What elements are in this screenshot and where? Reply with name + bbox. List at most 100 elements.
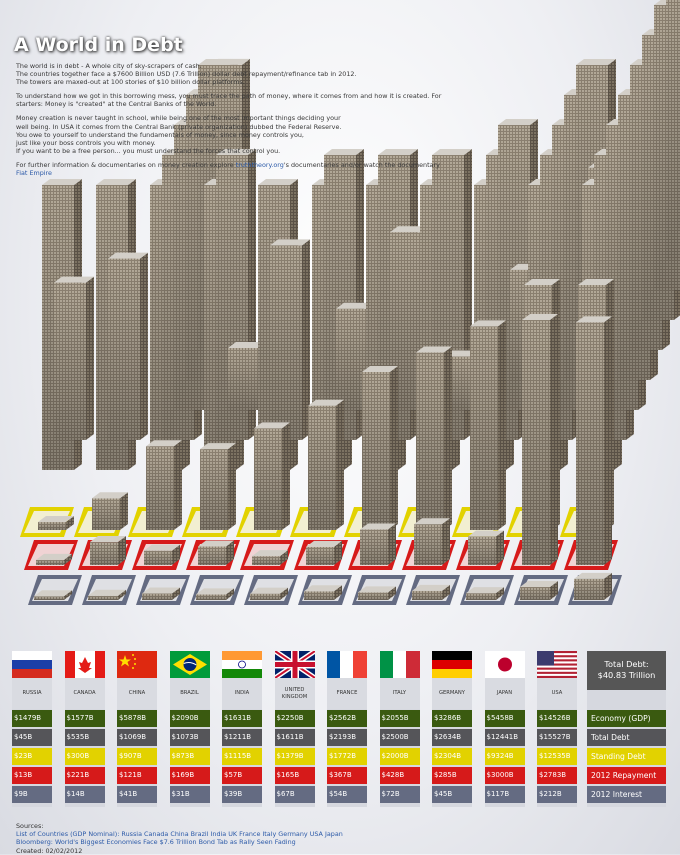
value-cell: $39B xyxy=(222,786,262,803)
sources-heading: Sources: xyxy=(16,822,44,830)
country-column: BRAZIL $2090B $1073B $873B $169B $31B xyxy=(169,651,210,807)
value-cell: $2500B xyxy=(379,729,420,746)
value-cell: $23B xyxy=(12,748,52,765)
debt-towers-scene xyxy=(20,0,680,605)
value-cell: $367B xyxy=(327,767,367,784)
country-column: UNITED KINGDOM $2250B $1611B $1379B $165B $67… xyxy=(274,651,315,807)
repayment-tower xyxy=(576,316,612,565)
legend-label: 2012 Repayment xyxy=(587,767,666,784)
value-cell: $300B xyxy=(64,748,105,765)
value-cell: $2193B xyxy=(327,729,367,746)
repayment-tower xyxy=(198,540,234,565)
interest-tower xyxy=(142,587,180,600)
value-cell: $907B xyxy=(117,748,157,765)
total-debt-value: $40.83 Trillion xyxy=(597,670,656,680)
value-cell: $221B xyxy=(64,767,105,784)
sources-link-bloomberg[interactable]: Bloomberg: World's Biggest Economies Fac… xyxy=(16,838,296,847)
value-cell: $2090B xyxy=(169,710,210,727)
value-cell: $1379B xyxy=(274,748,315,765)
fiat-empire-link[interactable]: Fiat Empire xyxy=(16,169,52,178)
sources-created: Created: 02/02/2012 xyxy=(16,846,83,855)
country-name: INDIA xyxy=(222,678,262,709)
intro-line: The world is in debt - A whole city of s… xyxy=(16,62,202,70)
legend-label: Economy (GDP) xyxy=(587,710,666,727)
value-cell: $1069B xyxy=(117,729,157,746)
value-cell: $1577B xyxy=(64,710,105,727)
sources-link-countries[interactable]: List of Countries (GDP Nominal): Russia … xyxy=(16,830,343,839)
value-cell: $285B xyxy=(432,767,472,784)
country-column: RUSSIA $1479B $45B $23B $13B $9B xyxy=(12,651,52,807)
value-cell: $1211B xyxy=(222,729,262,746)
total-debt-summary: Total Debt: $40.83 Trillion xyxy=(587,651,666,690)
intro-line: well being. In USA it comes from the Cen… xyxy=(16,122,342,131)
value-cell: $121B xyxy=(117,767,157,784)
interest-tower xyxy=(34,590,72,600)
repayment-tower xyxy=(144,544,180,565)
value-cell: $873B xyxy=(169,748,210,765)
standing-debt-tower xyxy=(200,443,236,530)
japan-flag-icon xyxy=(484,651,525,678)
value-cell: $14526B xyxy=(537,710,577,727)
standing-debt-tower xyxy=(362,366,398,530)
value-cell: $428B xyxy=(379,767,420,784)
intro-text-fragment: 's documentaries and/or watch the docume… xyxy=(283,160,440,169)
interest-tower xyxy=(574,572,612,600)
repayment-tower xyxy=(414,518,450,565)
value-cell: $12441B xyxy=(484,729,525,746)
value-cell: $45B xyxy=(432,786,472,803)
country-name: CHINA xyxy=(117,678,157,709)
value-cell: $3000B xyxy=(484,767,525,784)
repayment-tower xyxy=(36,553,72,565)
value-cell: $2000B xyxy=(379,748,420,765)
value-cell: $117B xyxy=(484,786,525,803)
gdp-tower xyxy=(228,341,268,410)
country-column: INDIA $1631B $1211B $1115B $57B $39B xyxy=(222,651,262,807)
interest-tower xyxy=(358,586,396,600)
country-column: JAPAN $5458B $12441B $9324B $3000B $117B xyxy=(484,651,525,807)
repayment-tower xyxy=(306,540,342,565)
country-column: ITALY $2055B $2500B $2000B $428B $72B xyxy=(379,651,420,807)
towers-group xyxy=(34,0,680,600)
country-column: GERMANY $3286B $2634B $2304B $285B $45B xyxy=(432,651,472,807)
intro-line: Money creation is never taught in school… xyxy=(16,114,341,123)
country-name: GERMANY xyxy=(432,678,472,709)
interest-tower xyxy=(196,588,234,600)
intro-line: You owe to yourself to understand the fu… xyxy=(16,130,304,139)
canada-flag-icon xyxy=(64,651,105,678)
intro-line: The countries together face a $7600 Bill… xyxy=(16,70,357,79)
standing-debt-tower xyxy=(38,516,74,530)
value-cell: $165B xyxy=(274,767,315,784)
usa-flag-icon xyxy=(537,651,577,678)
standing-debt-tower xyxy=(308,399,344,530)
interest-tower xyxy=(520,580,558,600)
value-cell: $13B xyxy=(12,767,52,784)
italy-flag-icon xyxy=(379,651,420,678)
legend-label: Total Debt xyxy=(587,729,666,746)
standing-debt-tower xyxy=(92,492,128,530)
value-cell: $1479B xyxy=(12,710,52,727)
value-cell: $15527B xyxy=(537,729,577,746)
value-cell: $72B xyxy=(379,786,420,803)
page-title: A World in Debt xyxy=(14,34,183,56)
india-flag-icon xyxy=(222,651,262,678)
value-cell: $41B xyxy=(117,786,157,803)
value-cell: $2250B xyxy=(274,710,315,727)
sources: Sources: List of Countries (GDP Nominal)… xyxy=(16,822,343,855)
interest-tower xyxy=(304,585,342,600)
intro-text: The world is in debt - A whole city of s… xyxy=(16,62,446,183)
country-name: CANADA xyxy=(64,678,105,709)
truththeory-link[interactable]: truththeory.org xyxy=(235,160,284,169)
value-cell: $9B xyxy=(12,786,52,803)
value-cell: $31B xyxy=(169,786,210,803)
country-name: JAPAN xyxy=(484,678,525,709)
germany-flag-icon xyxy=(432,651,472,678)
value-cell: $9324B xyxy=(484,748,525,765)
value-cell: $535B xyxy=(64,729,105,746)
value-cell: $2562B xyxy=(327,710,367,727)
intro-paragraph-1: The world is in debt - A whole city of s… xyxy=(16,62,446,86)
value-cell: $57B xyxy=(222,767,262,784)
standing-debt-tower xyxy=(470,320,506,530)
intro-text-fragment: For further information & documentaries … xyxy=(16,160,236,169)
france-flag-icon xyxy=(327,651,367,678)
gdp-tower xyxy=(108,252,148,440)
